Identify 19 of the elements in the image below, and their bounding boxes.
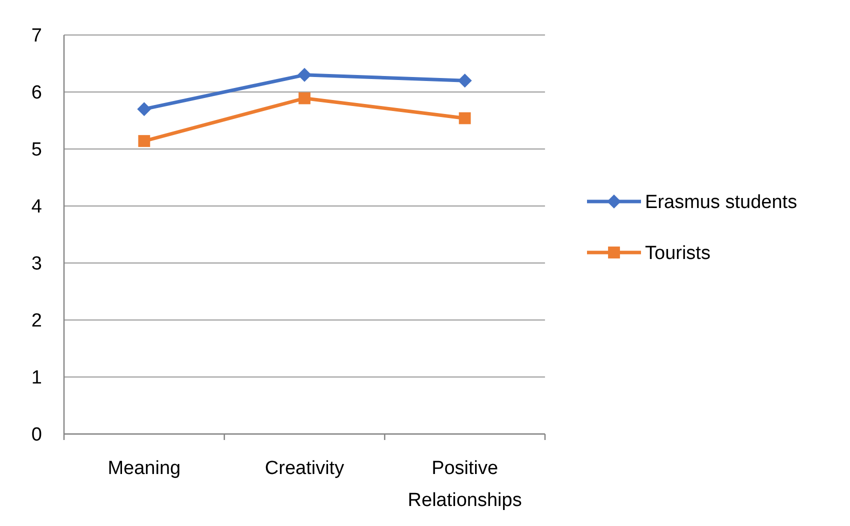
- y-tick-label: 7: [31, 26, 42, 47]
- y-tick-label: 1: [31, 368, 42, 389]
- point: [298, 68, 312, 82]
- point: [458, 112, 471, 124]
- point: [138, 135, 150, 147]
- y-tick-label: 6: [31, 82, 42, 104]
- x-tick-label: Meaning: [108, 458, 181, 479]
- y-tick-label: 3: [31, 254, 42, 275]
- x-tick-label: Creativity: [264, 458, 345, 479]
- point: [458, 74, 472, 88]
- point: [137, 102, 152, 116]
- y-tick-label: 0: [31, 424, 42, 446]
- y-tick-label: 2: [31, 310, 42, 332]
- legend-label: Erasmus students: [645, 192, 798, 214]
- y-tick-label: 4: [31, 196, 42, 218]
- x-tick-label: Positive Relationships: [408, 458, 522, 511]
- point: [298, 92, 310, 104]
- legend-label: Tourists: [645, 243, 710, 264]
- y-tick-label: 5: [31, 140, 42, 161]
